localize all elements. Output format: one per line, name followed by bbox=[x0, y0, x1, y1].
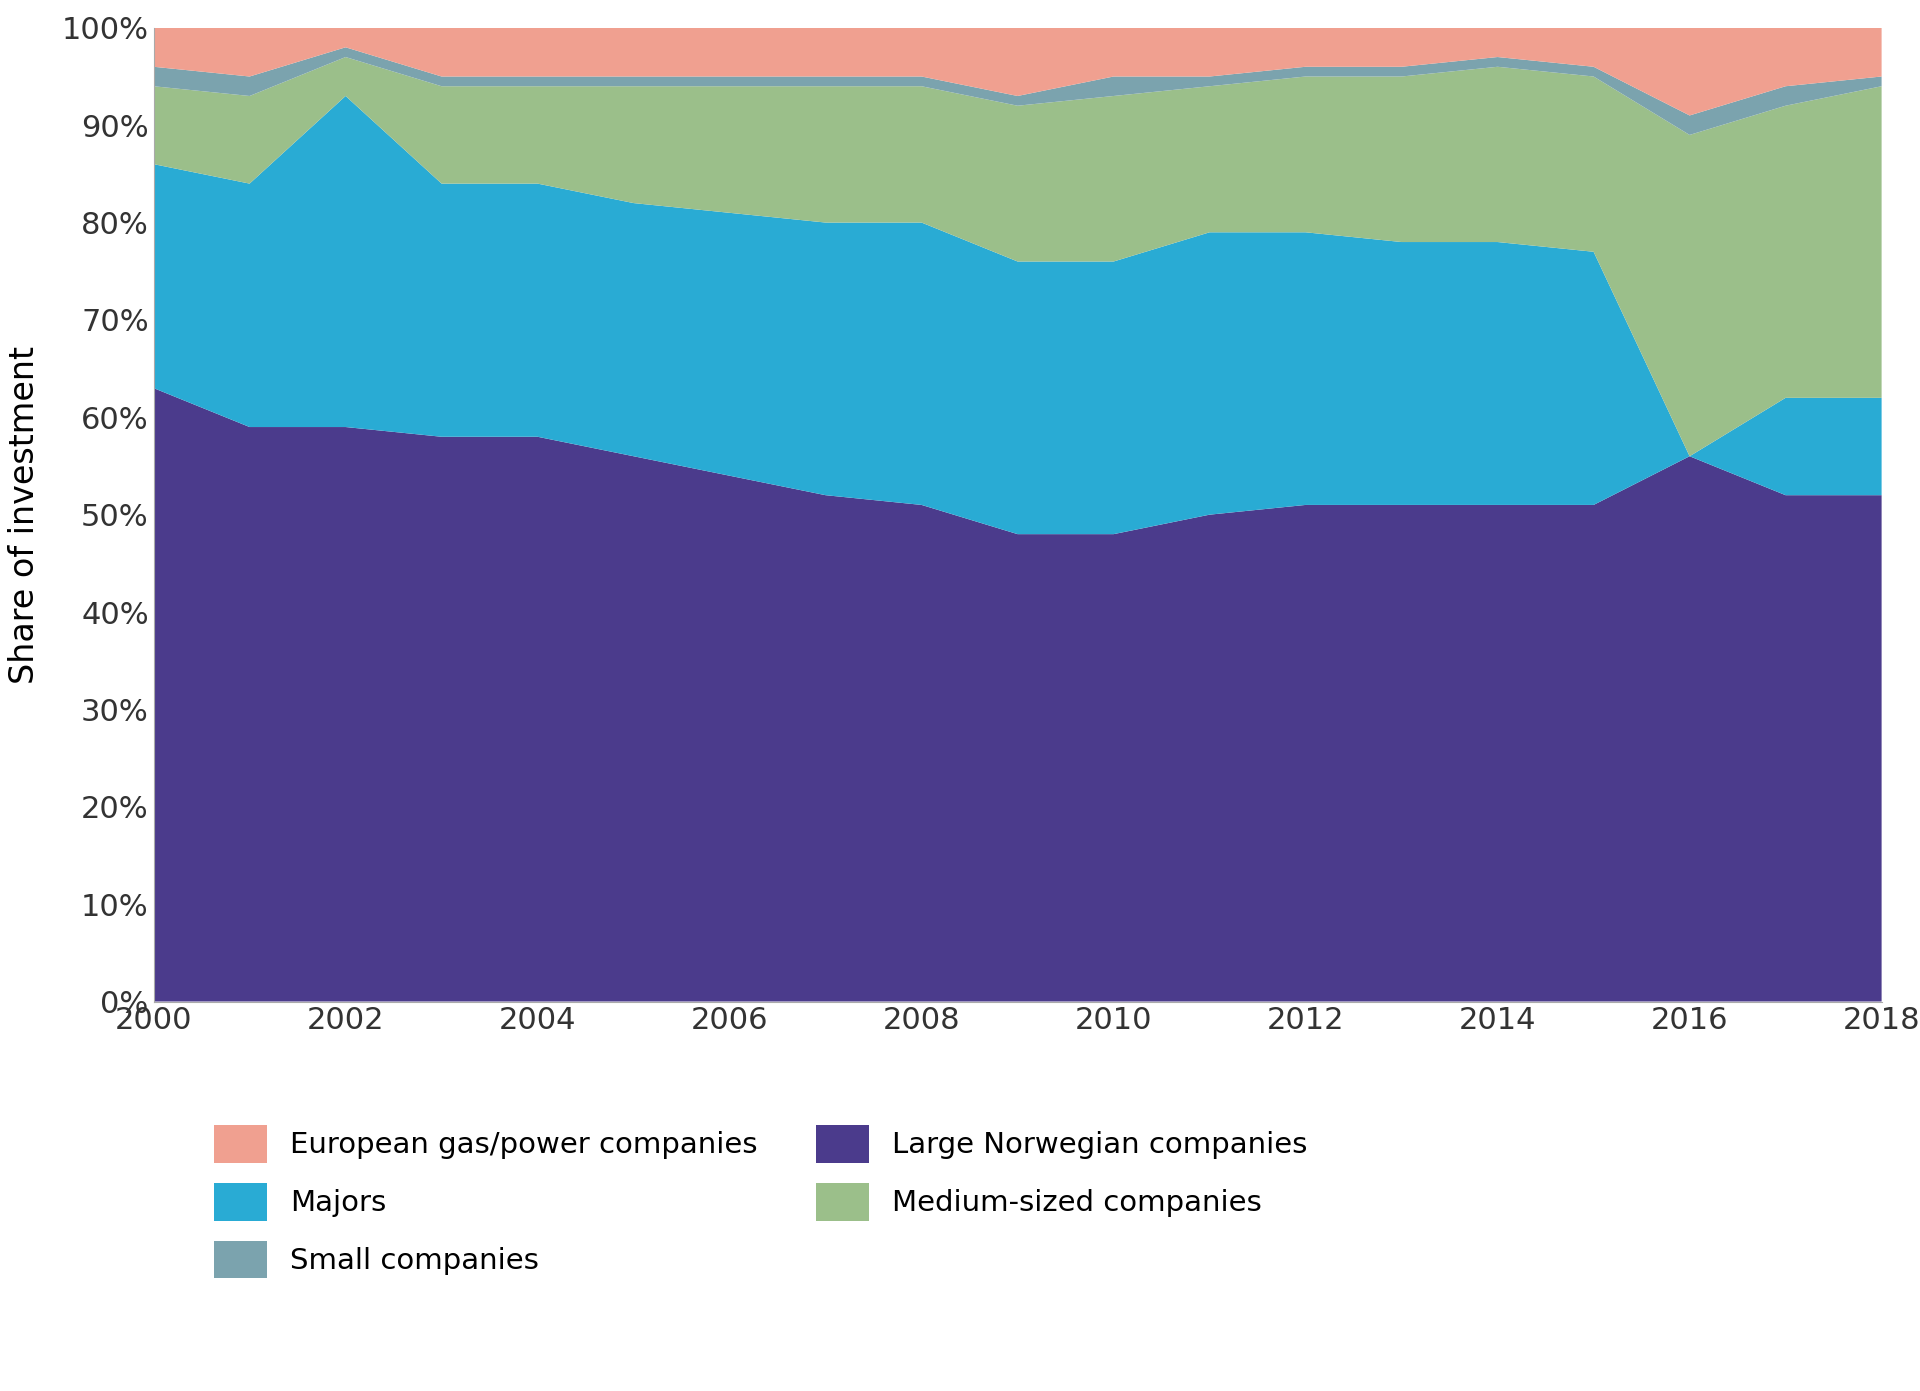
Y-axis label: Share of investment: Share of investment bbox=[8, 346, 40, 683]
Legend: European gas/power companies, Majors, Small companies, Large Norwegian companies: European gas/power companies, Majors, Sm… bbox=[204, 1113, 1319, 1289]
